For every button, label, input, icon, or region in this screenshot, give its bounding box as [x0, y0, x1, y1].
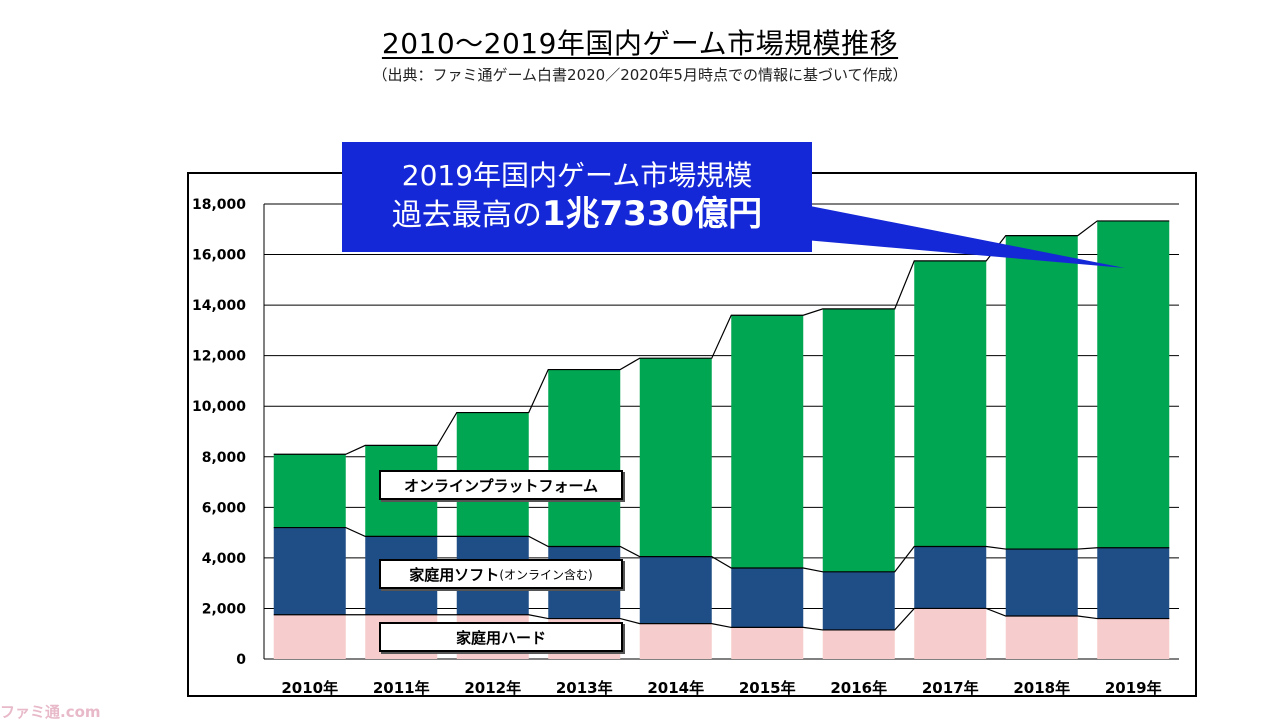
- bar-segment: [1005, 549, 1078, 617]
- site-watermark: ファミ通.com: [0, 703, 101, 721]
- y-tick-label: 8,000: [202, 450, 247, 466]
- chart-plot: 0 2,000 4,000 6,000 8,000 10,000 12,000 14,000 1…: [192, 197, 1179, 695]
- bar-segment: [914, 546, 987, 609]
- bar-segment: [914, 608, 987, 659]
- y-tick-label: 16,000: [192, 248, 246, 264]
- bar-segment: [639, 623, 712, 659]
- bar-segment: [1005, 235, 1078, 550]
- chart-title: 2010～2019年国内ゲーム市場規模推移: [381, 27, 899, 60]
- bar-segment: [1005, 616, 1078, 659]
- online-platform-label: オンラインプラットフォーム: [379, 470, 623, 500]
- y-tick-label: 12,000: [192, 349, 246, 365]
- bar-segment: [731, 315, 804, 568]
- x-tick-label: 2019年: [1105, 679, 1162, 695]
- bar-segment: [822, 629, 895, 659]
- bar-segment: [914, 260, 987, 547]
- hardware-trend-line: [273, 607, 1170, 631]
- bar-segment: [639, 556, 712, 624]
- bar-segment: [273, 527, 346, 615]
- y-tick-label: 14,000: [192, 298, 246, 314]
- x-tick-label: 2014年: [647, 679, 704, 695]
- bar-segment: [822, 308, 895, 572]
- x-tick-label: 2011年: [373, 679, 430, 695]
- x-tick-label: 2016年: [830, 679, 887, 695]
- x-tick-label: 2018年: [1013, 679, 1070, 695]
- record-callout: 2019年国内ゲーム市場規模 過去最高の1兆7330億円: [342, 142, 812, 252]
- bar-segment: [639, 358, 712, 557]
- bar-segment: [1097, 220, 1170, 548]
- bar-segment: [273, 614, 346, 659]
- callout-line1: 2019年国内ゲーム市場規模: [401, 159, 753, 192]
- bar-segment: [273, 454, 346, 528]
- x-tick-label: 2015年: [739, 679, 796, 695]
- callout-line2: 過去最高の1兆7330億円: [391, 194, 763, 234]
- home-software-label: 家庭用ソフト (オンライン含む): [379, 559, 623, 589]
- home-hardware-label: 家庭用ハード: [379, 622, 623, 652]
- y-tick-label: 2,000: [202, 601, 247, 617]
- y-tick-label: 4,000: [202, 551, 247, 567]
- x-tick-label: 2017年: [922, 679, 979, 695]
- bar-segment: [1097, 547, 1170, 619]
- x-tick-label: 2013年: [556, 679, 613, 695]
- y-tick-label: 0: [236, 652, 246, 668]
- x-tick-label: 2012年: [464, 679, 521, 695]
- chart-subtitle: （出典：ファミ通ゲーム白書2020／2020年5月時点での情報に基づいて作成）: [372, 66, 908, 84]
- bar-segment: [1097, 618, 1170, 659]
- y-tick-label: 6,000: [202, 500, 247, 516]
- y-tick-label: 18,000: [192, 197, 246, 213]
- bar-segment: [822, 571, 895, 630]
- software-trend-line: [273, 526, 1170, 573]
- bar-segment: [731, 627, 804, 659]
- y-tick-label: 10,000: [192, 399, 246, 415]
- bar-segment: [731, 568, 804, 628]
- bar-segment: [548, 369, 621, 547]
- x-tick-label: 2010年: [281, 679, 338, 695]
